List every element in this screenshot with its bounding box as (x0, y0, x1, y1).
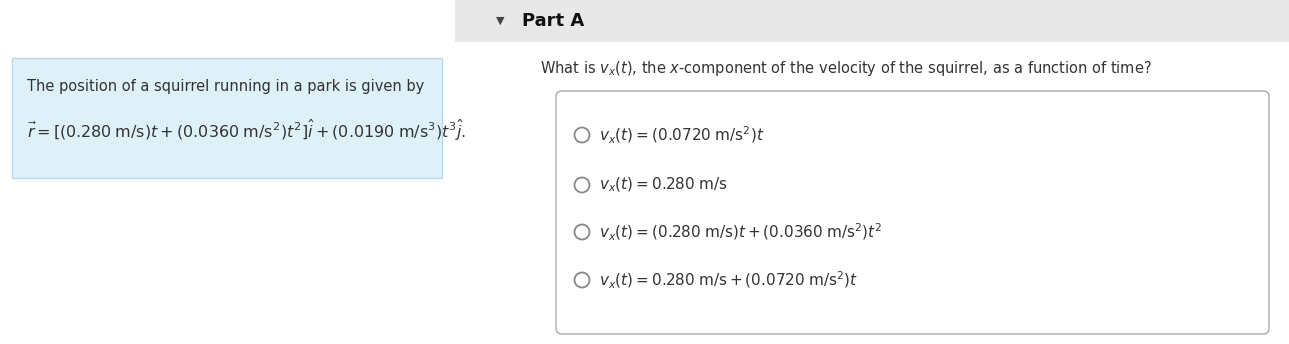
Text: $\vec{r} = [(0.280\;\mathrm{m/s})t + (0.0360\;\mathrm{m/s}^2)t^2]\hat{i} + (0.01: $\vec{r} = [(0.280\;\mathrm{m/s})t + (0.… (27, 118, 467, 142)
Text: ▼: ▼ (496, 16, 504, 26)
Text: $v_x(t) = 0.280\;\mathrm{m/s}$: $v_x(t) = 0.280\;\mathrm{m/s}$ (599, 176, 727, 194)
Text: What is $v_x(t)$, the $x$-component of the velocity of the squirrel, as a functi: What is $v_x(t)$, the $x$-component of t… (540, 58, 1152, 77)
Text: Part A: Part A (522, 12, 584, 30)
Text: $v_x(t) = 0.280\;\mathrm{m/s} + (0.0720\;\mathrm{m/s}^2)t$: $v_x(t) = 0.280\;\mathrm{m/s} + (0.0720\… (599, 269, 858, 291)
FancyBboxPatch shape (455, 0, 1289, 42)
FancyBboxPatch shape (556, 91, 1268, 334)
Text: $v_x(t) = (0.280\;\mathrm{m/s})t + (0.0360\;\mathrm{m/s}^2)t^2$: $v_x(t) = (0.280\;\mathrm{m/s})t + (0.03… (599, 222, 883, 243)
Text: $v_x(t) = (0.0720\;\mathrm{m/s}^2)t$: $v_x(t) = (0.0720\;\mathrm{m/s}^2)t$ (599, 125, 764, 146)
Text: The position of a squirrel running in a park is given by: The position of a squirrel running in a … (27, 78, 424, 94)
FancyBboxPatch shape (12, 58, 442, 178)
